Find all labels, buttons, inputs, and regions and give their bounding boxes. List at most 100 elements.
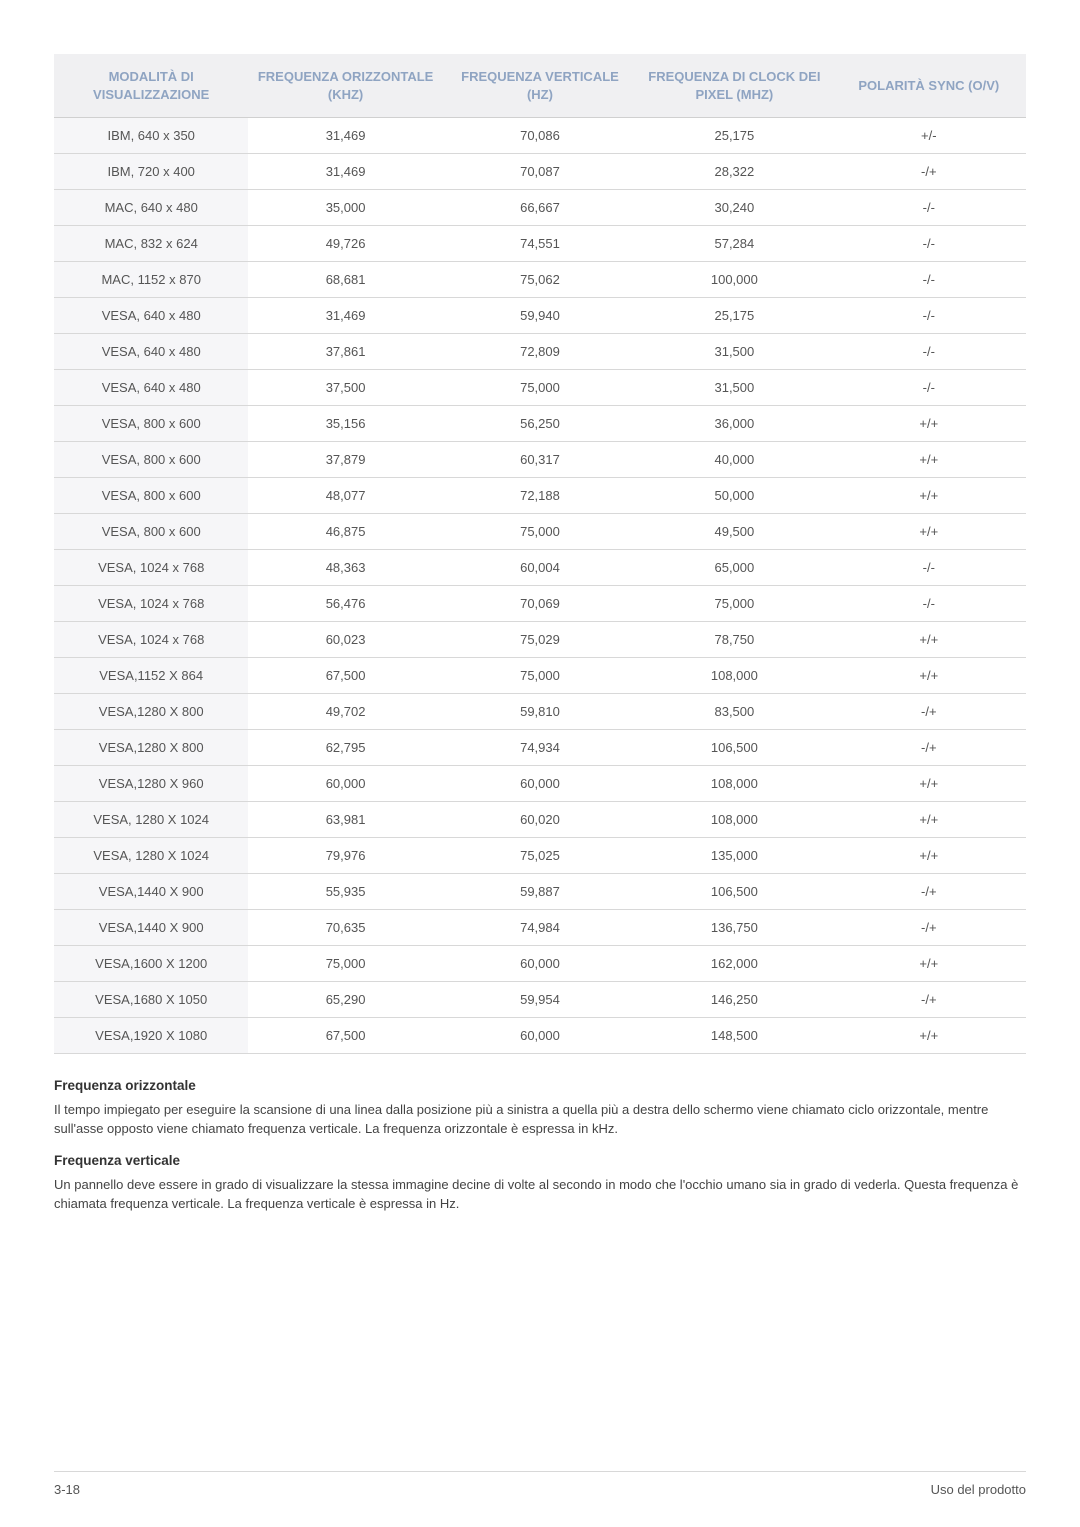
section-heading: Frequenza verticale (54, 1153, 1026, 1168)
mode-cell: VESA, 1024 x 768 (54, 622, 248, 658)
table-row: VESA,1680 X 105065,29059,954146,250-/+ (54, 982, 1026, 1018)
value-cell: -/- (832, 262, 1026, 298)
value-cell: 49,702 (248, 694, 442, 730)
value-cell: 60,317 (443, 442, 637, 478)
value-cell: +/+ (832, 1018, 1026, 1054)
section-body: Il tempo impiegato per eseguire la scans… (54, 1101, 1026, 1139)
value-cell: 37,879 (248, 442, 442, 478)
value-cell: +/+ (832, 442, 1026, 478)
value-cell: 74,551 (443, 226, 637, 262)
table-row: VESA, 800 x 60037,87960,31740,000+/+ (54, 442, 1026, 478)
value-cell: 74,984 (443, 910, 637, 946)
value-cell: -/+ (832, 982, 1026, 1018)
value-cell: +/+ (832, 514, 1026, 550)
value-cell: 70,069 (443, 586, 637, 622)
value-cell: 108,000 (637, 766, 831, 802)
mode-cell: VESA, 640 x 480 (54, 370, 248, 406)
col-header: FREQUENZA VERTICALE (HZ) (443, 54, 637, 118)
value-cell: -/+ (832, 910, 1026, 946)
value-cell: -/- (832, 334, 1026, 370)
mode-cell: VESA, 640 x 480 (54, 298, 248, 334)
table-row: VESA, 800 x 60048,07772,18850,000+/+ (54, 478, 1026, 514)
value-cell: 68,681 (248, 262, 442, 298)
value-cell: 70,087 (443, 154, 637, 190)
value-cell: 35,156 (248, 406, 442, 442)
value-cell: 49,726 (248, 226, 442, 262)
value-cell: +/+ (832, 766, 1026, 802)
mode-cell: VESA, 800 x 600 (54, 514, 248, 550)
mode-cell: VESA, 800 x 600 (54, 478, 248, 514)
table-row: VESA,1440 X 90070,63574,984136,750-/+ (54, 910, 1026, 946)
description-sections: Frequenza orizzontale Il tempo impiegato … (54, 1078, 1026, 1213)
value-cell: +/+ (832, 406, 1026, 442)
value-cell: 60,004 (443, 550, 637, 586)
table-row: VESA, 1024 x 76856,47670,06975,000-/- (54, 586, 1026, 622)
mode-cell: VESA, 640 x 480 (54, 334, 248, 370)
value-cell: 36,000 (637, 406, 831, 442)
value-cell: 31,500 (637, 370, 831, 406)
table-row: VESA, 800 x 60046,87575,00049,500+/+ (54, 514, 1026, 550)
value-cell: 75,000 (637, 586, 831, 622)
table-row: IBM, 640 x 35031,46970,08625,175+/- (54, 118, 1026, 154)
mode-cell: VESA, 1024 x 768 (54, 550, 248, 586)
value-cell: 59,887 (443, 874, 637, 910)
table-row: VESA,1920 X 108067,50060,000148,500+/+ (54, 1018, 1026, 1054)
value-cell: -/+ (832, 694, 1026, 730)
table-row: VESA,1280 X 96060,00060,000108,000+/+ (54, 766, 1026, 802)
value-cell: 146,250 (637, 982, 831, 1018)
value-cell: 60,023 (248, 622, 442, 658)
mode-cell: IBM, 640 x 350 (54, 118, 248, 154)
mode-cell: VESA,1280 X 960 (54, 766, 248, 802)
table-header-row: MODALITÀ DI VISUALIZZAZIONE FREQUENZA OR… (54, 54, 1026, 118)
value-cell: -/- (832, 586, 1026, 622)
value-cell: 67,500 (248, 1018, 442, 1054)
section-heading: Frequenza orizzontale (54, 1078, 1026, 1093)
table-row: VESA, 1024 x 76848,36360,00465,000-/- (54, 550, 1026, 586)
value-cell: 37,861 (248, 334, 442, 370)
table-row: VESA,1440 X 90055,93559,887106,500-/+ (54, 874, 1026, 910)
mode-cell: MAC, 1152 x 870 (54, 262, 248, 298)
page-footer: 3-18 Uso del prodotto (54, 1471, 1026, 1497)
table-row: VESA,1152 X 86467,50075,000108,000+/+ (54, 658, 1026, 694)
value-cell: 70,086 (443, 118, 637, 154)
value-cell: 148,500 (637, 1018, 831, 1054)
value-cell: 56,476 (248, 586, 442, 622)
value-cell: 25,175 (637, 118, 831, 154)
value-cell: 67,500 (248, 658, 442, 694)
mode-cell: VESA,1280 X 800 (54, 730, 248, 766)
value-cell: +/+ (832, 838, 1026, 874)
value-cell: 59,940 (443, 298, 637, 334)
value-cell: 28,322 (637, 154, 831, 190)
value-cell: 75,000 (443, 514, 637, 550)
value-cell: 75,029 (443, 622, 637, 658)
value-cell: +/+ (832, 658, 1026, 694)
table-row: VESA, 640 x 48037,50075,00031,500-/- (54, 370, 1026, 406)
col-header: FREQUENZA ORIZZONTALE (KHZ) (248, 54, 442, 118)
value-cell: 75,025 (443, 838, 637, 874)
value-cell: +/+ (832, 478, 1026, 514)
value-cell: -/- (832, 226, 1026, 262)
table-row: VESA, 1024 x 76860,02375,02978,750+/+ (54, 622, 1026, 658)
value-cell: 30,240 (637, 190, 831, 226)
table-row: VESA,1280 X 80062,79574,934106,500-/+ (54, 730, 1026, 766)
mode-cell: VESA, 800 x 600 (54, 442, 248, 478)
value-cell: 78,750 (637, 622, 831, 658)
value-cell: 135,000 (637, 838, 831, 874)
mode-cell: IBM, 720 x 400 (54, 154, 248, 190)
value-cell: -/+ (832, 730, 1026, 766)
mode-cell: VESA,1920 X 1080 (54, 1018, 248, 1054)
table-row: VESA, 1280 X 102463,98160,020108,000+/+ (54, 802, 1026, 838)
table-row: VESA, 640 x 48037,86172,80931,500-/- (54, 334, 1026, 370)
value-cell: 74,934 (443, 730, 637, 766)
table-row: VESA,1280 X 80049,70259,81083,500-/+ (54, 694, 1026, 730)
value-cell: 31,469 (248, 118, 442, 154)
value-cell: 50,000 (637, 478, 831, 514)
value-cell: 48,363 (248, 550, 442, 586)
table-row: MAC, 1152 x 87068,68175,062100,000-/- (54, 262, 1026, 298)
value-cell: 136,750 (637, 910, 831, 946)
value-cell: 65,000 (637, 550, 831, 586)
value-cell: 31,500 (637, 334, 831, 370)
value-cell: -/+ (832, 154, 1026, 190)
value-cell: 65,290 (248, 982, 442, 1018)
mode-cell: VESA, 1280 X 1024 (54, 838, 248, 874)
